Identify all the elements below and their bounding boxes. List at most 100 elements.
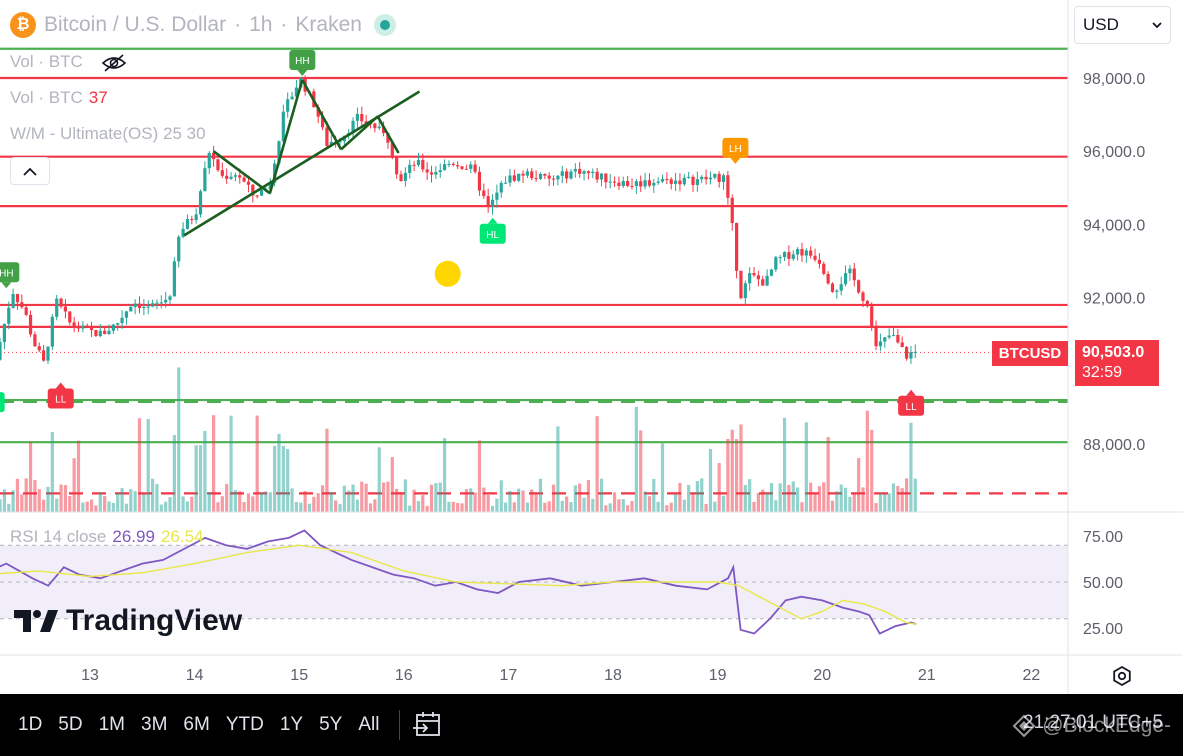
volume-bar xyxy=(704,503,708,512)
range-button-5y[interactable]: 5Y xyxy=(319,714,343,735)
candle-body xyxy=(748,273,752,284)
price-axis-tick-label: 88,000.0 xyxy=(1083,437,1145,454)
volume-bar xyxy=(399,492,403,512)
volume-bar xyxy=(547,501,551,512)
volume-bar xyxy=(216,502,220,512)
volume-bar xyxy=(543,502,547,512)
pivot-marker-label: LL xyxy=(906,402,918,413)
volume-bar xyxy=(246,493,251,512)
candle-body xyxy=(543,173,547,176)
volume-bar xyxy=(695,481,699,512)
volume-bar xyxy=(565,496,569,512)
volume-bar xyxy=(591,498,595,512)
time-axis-tick-label: 14 xyxy=(186,667,204,684)
tradingview-logo[interactable]: TradingView xyxy=(14,604,242,638)
candle-body xyxy=(756,275,760,280)
candle-body xyxy=(490,199,495,207)
candle-body xyxy=(412,164,416,166)
volume-indicator-legend-2[interactable]: Vol · BTC 37 xyxy=(10,88,108,108)
currency-select[interactable]: USD xyxy=(1074,6,1171,44)
range-button-ytd[interactable]: YTD xyxy=(225,714,264,735)
candle-body xyxy=(72,322,76,327)
legend-title-row: ₿ Bitcoin / U.S. Dollar · 1h · Kraken xyxy=(10,12,396,38)
volume-bar xyxy=(599,478,604,512)
volume-bar xyxy=(870,429,874,512)
pivot-marker: HL xyxy=(479,217,506,244)
volume-bar xyxy=(865,410,869,512)
volume-bar xyxy=(203,430,207,512)
candle-body xyxy=(203,168,207,192)
rsi-legend[interactable]: RSI 14 close 26.99 26.54 xyxy=(10,527,203,547)
range-button-3m[interactable]: 3M xyxy=(141,714,168,735)
volume-bar xyxy=(294,501,299,512)
volume-indicator-legend[interactable]: Vol · BTC xyxy=(10,52,127,73)
volume-bar xyxy=(168,497,172,512)
volume-bar xyxy=(447,501,451,512)
candle-body xyxy=(878,341,883,347)
range-button-1y[interactable]: 1Y xyxy=(279,714,304,735)
volume-bar xyxy=(713,501,717,512)
go-to-date-button[interactable] xyxy=(412,711,442,739)
volume-bar xyxy=(386,481,390,512)
volume-bar xyxy=(68,495,72,512)
range-button-1d[interactable]: 1D xyxy=(18,714,43,735)
candle-body xyxy=(255,195,259,197)
symbol-price-label-text: BTCUSD xyxy=(998,345,1062,362)
volume-bar xyxy=(347,490,351,512)
candle-body xyxy=(835,290,839,292)
volume-bar xyxy=(185,501,190,512)
scale-settings-button[interactable] xyxy=(1108,662,1136,690)
volume-bar xyxy=(164,501,168,512)
volume-bar xyxy=(33,480,37,512)
time-axis-tick-label: 13 xyxy=(81,667,99,684)
range-button-6m[interactable]: 6M xyxy=(183,714,210,735)
volume-bar xyxy=(155,484,159,512)
hidden-eye-icon[interactable] xyxy=(101,53,127,73)
volume-bar xyxy=(551,484,556,512)
volume-bar xyxy=(835,491,839,512)
volume-bar xyxy=(830,500,835,512)
candle-body xyxy=(425,169,429,173)
candle-body xyxy=(408,164,412,173)
range-button-5d[interactable]: 5D xyxy=(58,714,83,735)
candle-body xyxy=(769,269,774,276)
candle-body xyxy=(7,307,11,324)
candle-body xyxy=(896,334,900,343)
candle-body xyxy=(909,352,913,359)
volume-bar xyxy=(473,492,477,512)
ultimate-os-indicator-legend[interactable]: W/M - Ultimate(OS) 25 30 xyxy=(10,124,206,144)
collapse-legend-button[interactable] xyxy=(10,157,50,185)
volume-bar xyxy=(150,478,155,512)
rsi-axis-tick-label: 50.00 xyxy=(1083,575,1123,592)
candle-body xyxy=(238,175,242,178)
candle-body xyxy=(508,175,512,183)
chart-canvas[interactable]: HHHLLLHHHLLHLL 88,000.090,000.092,000.09… xyxy=(0,0,1183,694)
price-axis-tick-label: 98,000.0 xyxy=(1083,71,1145,88)
volume-bar xyxy=(499,480,503,512)
candle-body xyxy=(774,257,778,270)
volume-bar xyxy=(508,491,512,512)
volume-bar xyxy=(490,505,495,512)
candle-body xyxy=(517,173,521,181)
candle-body xyxy=(604,173,608,183)
candle-body xyxy=(791,254,795,259)
volume-bar xyxy=(373,499,377,512)
range-button-1m[interactable]: 1M xyxy=(98,714,125,735)
bar-countdown: 32:59 xyxy=(1082,364,1123,381)
candle-body xyxy=(281,111,285,142)
utc-clock[interactable]: 21:27:01 UTC+5 xyxy=(1023,712,1163,733)
range-button-all[interactable]: All xyxy=(358,714,380,735)
candle-body xyxy=(294,87,299,97)
chevron-up-icon xyxy=(23,167,37,176)
bitcoin-logo-icon: ₿ xyxy=(10,12,36,38)
candle-body xyxy=(887,335,891,338)
rsi-ma-value: 26.54 xyxy=(160,527,204,546)
candle-body xyxy=(582,171,586,174)
candle-body xyxy=(796,249,800,255)
legend-interval[interactable]: 1h xyxy=(249,13,273,36)
candle-body xyxy=(565,171,569,179)
candle-body xyxy=(813,255,817,260)
pivot-marker: HL xyxy=(0,392,5,413)
candle-body xyxy=(486,196,490,207)
marker-layer: HH HL LL HH HL LH LL xyxy=(0,50,925,416)
